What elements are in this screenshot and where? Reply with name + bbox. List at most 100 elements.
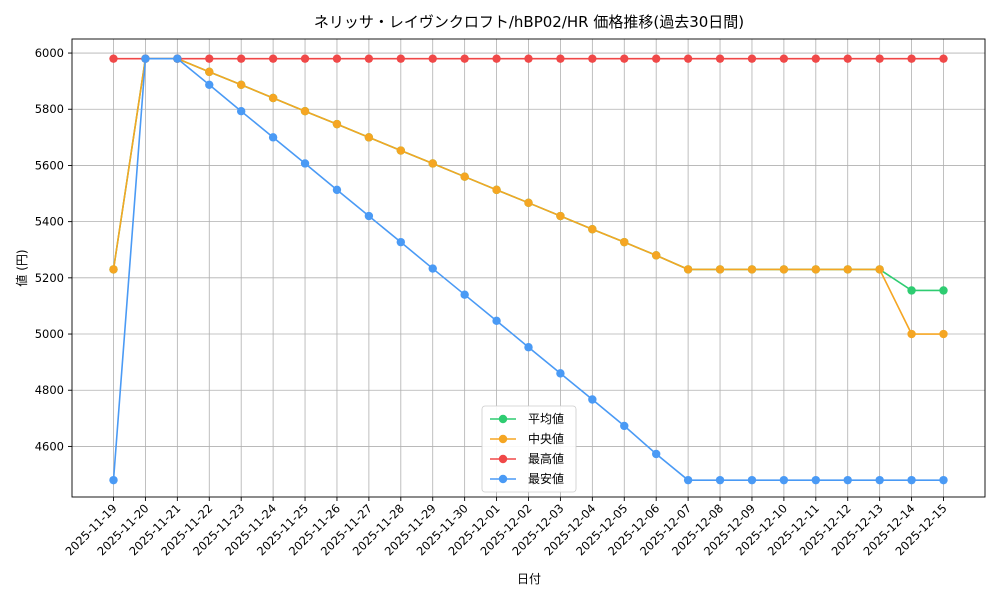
- data-point: [683, 475, 693, 485]
- data-point: [715, 54, 725, 63]
- data-point: [683, 265, 693, 274]
- series-3: [109, 54, 948, 63]
- data-point: [651, 251, 661, 260]
- data-point: [236, 54, 246, 63]
- data-point: [364, 54, 374, 63]
- data-point: [205, 54, 214, 63]
- legend-label: 最安値: [528, 471, 564, 486]
- data-point: [811, 475, 821, 485]
- data-point: [620, 237, 629, 247]
- legend-box: [481, 405, 577, 493]
- legend-label: 中央値: [528, 431, 564, 446]
- data-point: [747, 54, 757, 63]
- data-point: [875, 265, 884, 274]
- data-point: [843, 265, 852, 274]
- data-point: [268, 54, 278, 63]
- data-point: [268, 133, 278, 142]
- data-point: [268, 93, 278, 103]
- legend-entry-3: 最高値: [490, 451, 564, 466]
- data-point: [460, 290, 469, 299]
- data-point: [556, 54, 565, 63]
- data-point: [524, 343, 533, 352]
- data-point: [715, 265, 725, 274]
- series-2: [109, 54, 948, 339]
- y-tick-label: 5600: [35, 158, 64, 172]
- data-point: [939, 329, 948, 339]
- data-point: [300, 54, 310, 63]
- series-4: [109, 54, 948, 485]
- data-point: [588, 395, 597, 404]
- data-point: [460, 54, 469, 63]
- data-point: [492, 316, 501, 326]
- data-point: [428, 159, 437, 168]
- data-point: [907, 475, 916, 485]
- data-point: [939, 475, 948, 485]
- data-point: [811, 265, 821, 274]
- y-tick-label: 6000: [35, 46, 64, 60]
- data-point: [396, 146, 406, 155]
- data-point: [779, 475, 789, 485]
- data-point: [747, 475, 757, 485]
- data-point: [715, 475, 725, 485]
- data-point: [173, 54, 182, 63]
- data-point: [364, 211, 374, 221]
- data-point: [875, 475, 884, 485]
- legend-marker: [498, 454, 508, 464]
- data-point: [109, 54, 118, 63]
- data-point: [939, 54, 948, 63]
- data-point: [396, 237, 406, 247]
- legend-entry-2: 中央値: [490, 431, 564, 446]
- data-point: [556, 211, 565, 221]
- legend-marker: [498, 434, 508, 444]
- data-point: [779, 265, 789, 274]
- grid-layer: [72, 39, 985, 497]
- data-point: [428, 54, 437, 63]
- data-point: [141, 54, 150, 63]
- data-point: [364, 133, 374, 142]
- chart-title: ネリッサ・レイヴンクロフト/hBP02/HR 価格推移(過去30日間): [314, 13, 744, 31]
- data-point: [428, 264, 437, 273]
- y-axis-label: 値 (円): [14, 249, 29, 286]
- data-point: [811, 54, 821, 63]
- data-point: [205, 67, 214, 77]
- data-point: [300, 107, 310, 116]
- data-point: [236, 80, 246, 90]
- data-point: [300, 159, 310, 168]
- x-axis-label: 日付: [517, 572, 541, 586]
- data-point: [875, 54, 884, 63]
- data-point: [524, 54, 533, 63]
- data-point: [460, 172, 469, 181]
- y-tick-label: 5000: [35, 327, 64, 341]
- data-point: [747, 265, 757, 274]
- y-tick-label: 5400: [35, 215, 64, 229]
- data-point: [524, 198, 533, 208]
- data-point: [109, 265, 118, 274]
- plot-frame: [71, 38, 986, 498]
- data-point: [939, 286, 948, 295]
- data-point: [620, 421, 629, 431]
- y-tick-label: 5800: [35, 102, 64, 116]
- series-layer: [109, 54, 948, 485]
- legend-marker: [498, 414, 508, 424]
- data-point: [205, 80, 214, 90]
- data-point: [492, 185, 501, 195]
- data-point: [843, 54, 852, 63]
- data-point: [907, 329, 916, 339]
- data-point: [620, 54, 629, 63]
- data-point: [109, 475, 118, 485]
- legend-entry-4: 最安値: [490, 471, 564, 486]
- y-tick-label: 4800: [35, 383, 64, 397]
- data-point: [907, 286, 916, 295]
- y-axis-ticks: 4600 4800 5000 5200 5400 5600 5800 6000: [35, 46, 72, 453]
- legend-marker: [498, 474, 508, 484]
- data-point: [332, 54, 342, 63]
- legend-label: 平均値: [528, 411, 564, 426]
- y-tick-label: 4600: [35, 439, 64, 453]
- data-point: [651, 449, 661, 459]
- data-point: [332, 119, 342, 129]
- data-point: [588, 225, 597, 234]
- legend-label: 最高値: [528, 451, 564, 466]
